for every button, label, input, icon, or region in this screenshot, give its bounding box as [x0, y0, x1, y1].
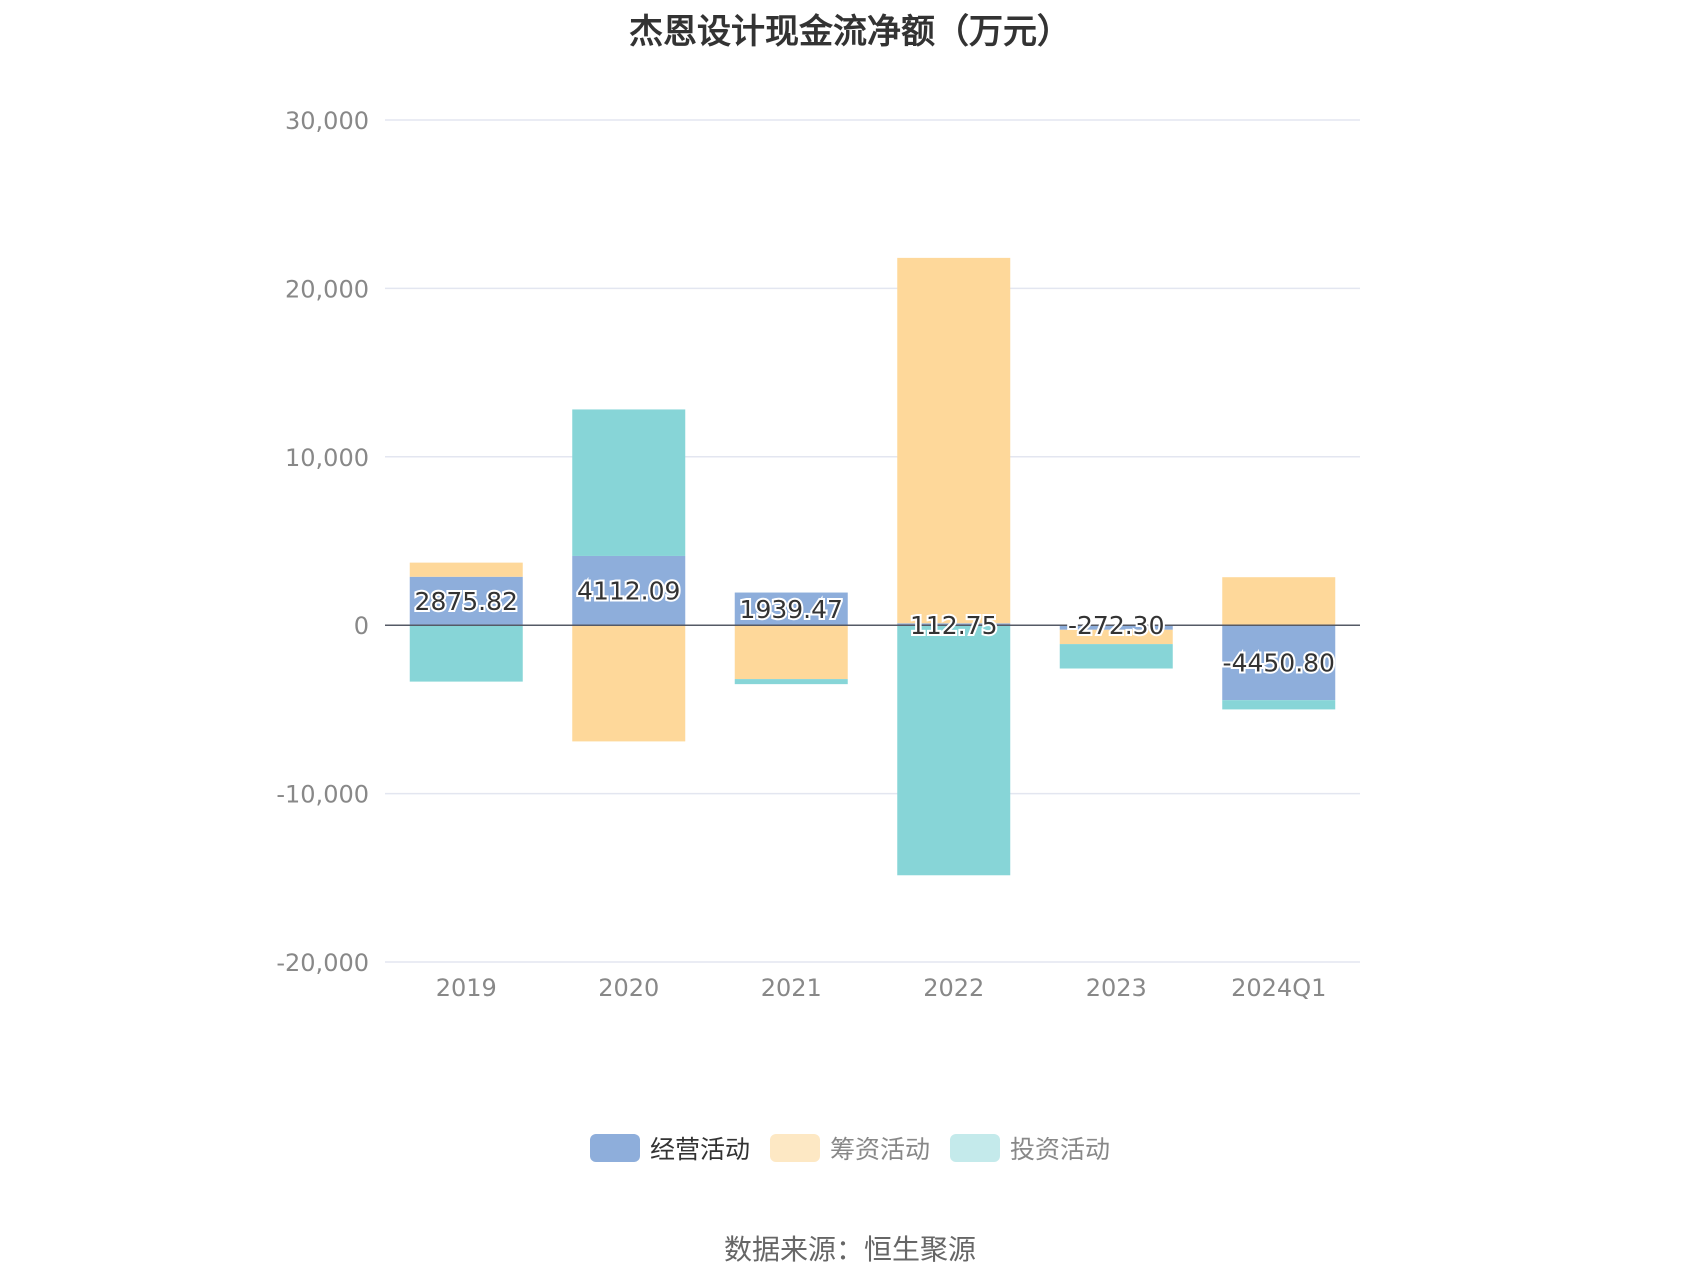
data-label: 1939.47	[740, 595, 843, 624]
chart-title: 杰恩设计现金流净额（万元）	[629, 12, 1071, 52]
y-tick-label: 30,000	[285, 107, 369, 135]
bar-operating-2024Q1	[1222, 625, 1336, 701]
data-label: -272.30	[1068, 611, 1165, 640]
bar-financing-2024Q1	[1222, 577, 1336, 626]
y-tick-label: -20,000	[276, 949, 369, 977]
data-source-note: 数据来源：恒生聚源	[723, 1233, 976, 1266]
data-label: -4450.80	[1223, 649, 1335, 678]
x-tick-label: 2019	[436, 974, 497, 1002]
y-tick-label: -10,000	[276, 781, 369, 809]
y-tick-label: 0	[354, 612, 369, 640]
bar-operating-2023	[1059, 625, 1173, 630]
x-tick-label: 2024Q1	[1231, 974, 1326, 1002]
x-tick-label: 2021	[761, 974, 822, 1002]
data-label: 4112.09	[577, 577, 680, 606]
bar-investing-2024Q1	[1222, 700, 1336, 710]
bar-operating-2021	[734, 592, 848, 626]
bar-investing-2019	[409, 625, 523, 682]
legend-swatch-operating	[589, 1134, 640, 1162]
legend-item-investing[interactable]: 投资活动	[950, 1130, 1110, 1166]
legend-swatch-financing	[769, 1134, 820, 1162]
legend-item-operating[interactable]: 经营活动	[589, 1130, 750, 1166]
bar-investing-2022	[897, 625, 1011, 876]
data-label: 2875.82	[415, 587, 518, 616]
legend-swatch-investing	[950, 1134, 1000, 1162]
bar-financing-2020	[572, 625, 686, 742]
bar-operating-2019	[409, 576, 523, 626]
y-tick-label: 20,000	[285, 275, 369, 303]
bar-investing-2023	[1059, 644, 1173, 669]
bar-operating-2022	[897, 623, 1011, 626]
bar-investing-2020	[572, 409, 686, 556]
stacked-bar-chart: 30,000 20,000 10,000 0 -10,000 -20,000 2019 202…	[276, 107, 1360, 1002]
legend: 经营活动 筹资活动 投资活动	[0, 1130, 1700, 1166]
legend-label-operating: 经营活动	[649, 1135, 750, 1164]
bar-investing-2021	[734, 679, 848, 685]
legend-item-financing[interactable]: 筹资活动	[769, 1130, 930, 1166]
bar-financing-2023	[1059, 629, 1173, 645]
x-tick-label: 2023	[1086, 974, 1147, 1002]
y-tick-label: 10,000	[285, 444, 369, 472]
bar-operating-2020	[572, 555, 686, 626]
legend-label-financing: 筹资活动	[829, 1135, 930, 1164]
bar-financing-2021	[734, 625, 848, 680]
legend-label-investing: 投资活动	[1010, 1135, 1111, 1164]
x-tick-label: 2022	[923, 974, 984, 1002]
bar-financing-2019	[409, 562, 523, 577]
data-label: 112.75	[910, 611, 997, 640]
x-tick-label: 2020	[598, 974, 659, 1002]
bar-financing-2022	[897, 257, 1011, 624]
